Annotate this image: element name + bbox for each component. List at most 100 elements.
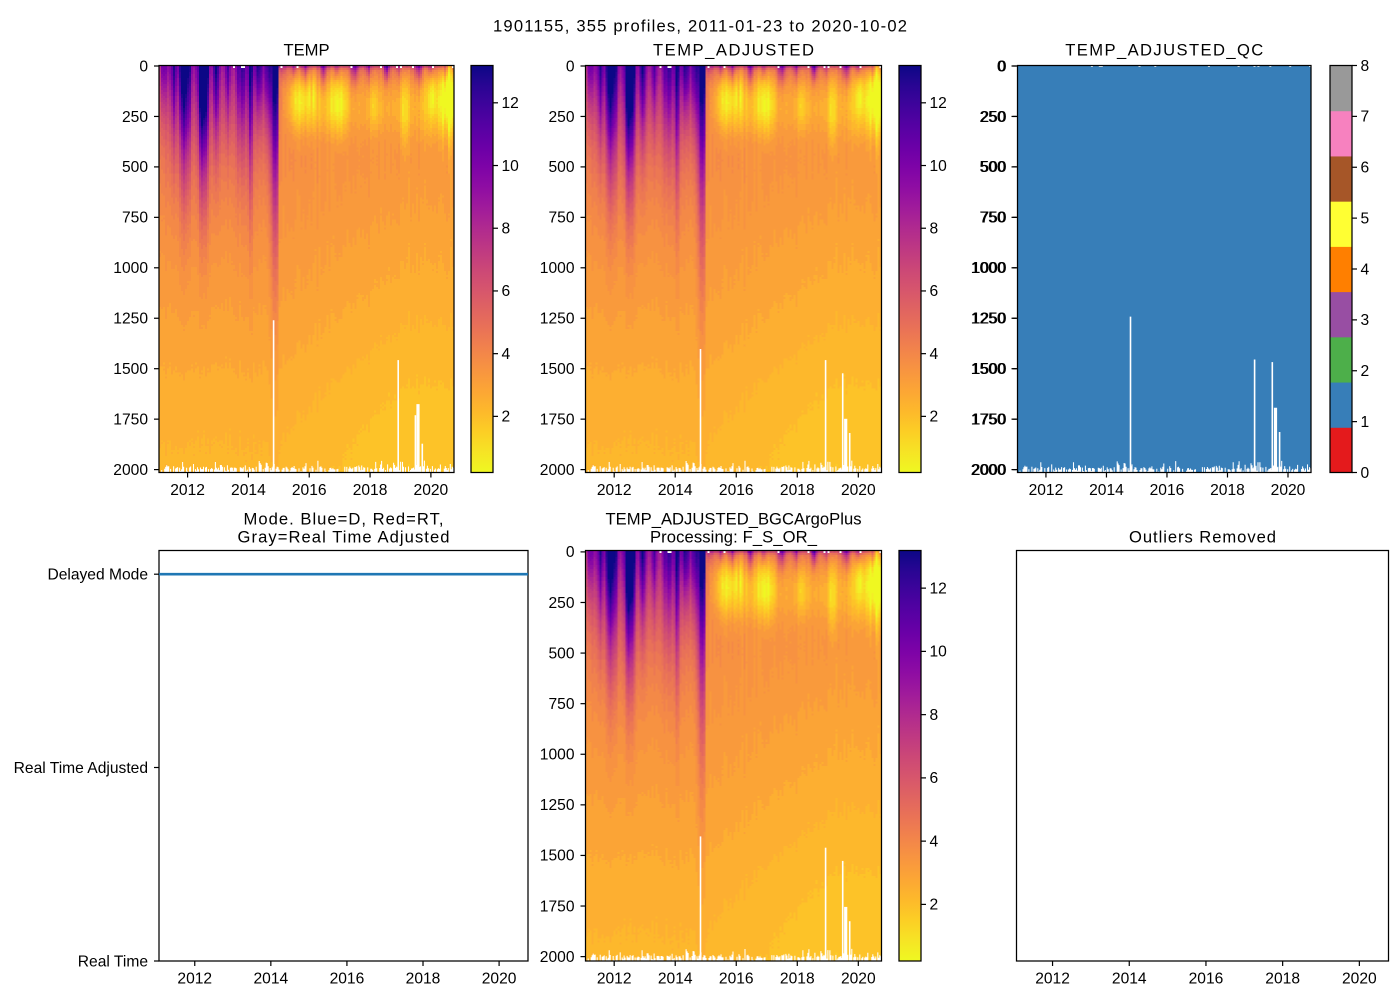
svg-text:1250: 1250 — [971, 311, 1006, 328]
svg-text:2014: 2014 — [658, 970, 693, 987]
svg-text:1: 1 — [1361, 414, 1370, 431]
svg-text:1250: 1250 — [540, 311, 575, 328]
svg-text:Gray=Real Time Adjusted: Gray=Real Time Adjusted — [238, 527, 450, 546]
svg-text:0: 0 — [997, 58, 1006, 75]
svg-text:Processing: F_S_OR_: Processing: F_S_OR_ — [650, 527, 818, 546]
svg-text:2020: 2020 — [841, 970, 876, 987]
svg-text:2016: 2016 — [719, 970, 754, 987]
svg-text:2000: 2000 — [540, 949, 575, 966]
svg-text:10: 10 — [502, 158, 520, 175]
svg-text:1901155, 355 profiles, 2011-01: 1901155, 355 profiles, 2011-01-23 to 202… — [493, 17, 907, 36]
svg-text:2014: 2014 — [253, 970, 288, 987]
svg-text:6: 6 — [1361, 160, 1370, 177]
svg-text:2000: 2000 — [540, 462, 575, 479]
svg-text:1750: 1750 — [540, 898, 575, 915]
svg-text:2020: 2020 — [414, 482, 449, 499]
svg-text:250: 250 — [979, 109, 1005, 126]
svg-text:12: 12 — [502, 95, 519, 112]
svg-text:250: 250 — [980, 109, 1006, 126]
svg-text:2000: 2000 — [113, 462, 148, 479]
svg-text:1250: 1250 — [540, 797, 575, 814]
svg-text:2000: 2000 — [971, 462, 1006, 479]
svg-text:2018: 2018 — [353, 482, 388, 499]
svg-text:1000: 1000 — [540, 260, 575, 277]
svg-text:2018: 2018 — [780, 970, 815, 987]
svg-text:1500: 1500 — [971, 361, 1006, 378]
svg-text:0: 0 — [998, 58, 1007, 75]
svg-text:0: 0 — [1361, 465, 1370, 482]
svg-text:8: 8 — [1361, 58, 1370, 75]
svg-text:2012: 2012 — [597, 970, 632, 987]
svg-text:2014: 2014 — [658, 482, 693, 499]
svg-text:1250: 1250 — [972, 311, 1007, 328]
svg-text:750: 750 — [980, 210, 1006, 227]
svg-text:1750: 1750 — [113, 411, 148, 428]
svg-text:2012: 2012 — [1029, 482, 1064, 499]
svg-text:250: 250 — [548, 109, 574, 126]
svg-text:10: 10 — [930, 158, 948, 175]
svg-text:TEMP: TEMP — [283, 41, 329, 60]
svg-text:750: 750 — [979, 210, 1005, 227]
svg-text:1000: 1000 — [971, 260, 1006, 277]
svg-text:6: 6 — [502, 283, 511, 300]
svg-text:500: 500 — [980, 159, 1006, 176]
svg-text:2: 2 — [930, 409, 939, 426]
svg-text:2016: 2016 — [1189, 970, 1224, 987]
svg-text:2014: 2014 — [231, 482, 266, 499]
svg-text:2012: 2012 — [1035, 970, 1070, 987]
svg-text:0: 0 — [566, 58, 575, 75]
svg-text:0: 0 — [139, 58, 148, 75]
svg-text:TEMP_ADJUSTED_BGCArgoPlus: TEMP_ADJUSTED_BGCArgoPlus — [606, 509, 862, 528]
svg-text:1500: 1500 — [540, 361, 575, 378]
svg-text:2018: 2018 — [406, 970, 441, 987]
svg-text:750: 750 — [122, 210, 148, 227]
svg-text:0: 0 — [566, 544, 575, 561]
svg-text:7: 7 — [1361, 109, 1370, 126]
svg-text:6: 6 — [930, 283, 939, 300]
svg-text:TEMP_ADJUSTED: TEMP_ADJUSTED — [653, 41, 814, 60]
svg-text:3: 3 — [1361, 312, 1370, 329]
svg-text:2020: 2020 — [482, 970, 517, 987]
svg-text:250: 250 — [122, 109, 148, 126]
svg-text:500: 500 — [548, 159, 574, 176]
svg-text:2018: 2018 — [1210, 482, 1245, 499]
svg-text:2020: 2020 — [1271, 482, 1306, 499]
svg-text:8: 8 — [930, 221, 939, 238]
svg-text:8: 8 — [930, 707, 939, 724]
svg-text:2016: 2016 — [330, 970, 365, 987]
svg-text:8: 8 — [502, 221, 511, 238]
svg-text:2: 2 — [1361, 363, 1370, 380]
svg-text:500: 500 — [122, 159, 148, 176]
svg-text:1250: 1250 — [113, 311, 148, 328]
svg-text:1500: 1500 — [113, 361, 148, 378]
svg-text:1000: 1000 — [972, 260, 1007, 277]
svg-text:2: 2 — [502, 409, 511, 426]
svg-text:1500: 1500 — [972, 361, 1007, 378]
svg-text:500: 500 — [979, 159, 1005, 176]
svg-text:TEMP_ADJUSTED_QC: TEMP_ADJUSTED_QC — [1065, 41, 1263, 60]
svg-text:Mode. Blue=D, Red=RT,: Mode. Blue=D, Red=RT, — [244, 509, 444, 528]
svg-text:1750: 1750 — [971, 411, 1006, 428]
svg-text:2016: 2016 — [1150, 482, 1185, 499]
svg-text:Delayed Mode: Delayed Mode — [47, 567, 148, 584]
svg-text:Outliers Removed: Outliers Removed — [1129, 527, 1276, 546]
svg-text:4: 4 — [930, 833, 939, 850]
svg-text:Real Time Adjusted: Real Time Adjusted — [14, 760, 148, 777]
svg-text:2012: 2012 — [170, 482, 205, 499]
svg-text:1750: 1750 — [972, 411, 1007, 428]
svg-text:750: 750 — [548, 696, 574, 713]
svg-text:6: 6 — [930, 770, 939, 787]
svg-text:4: 4 — [502, 346, 511, 363]
svg-text:2000: 2000 — [972, 462, 1007, 479]
svg-text:12: 12 — [930, 95, 947, 112]
svg-text:2012: 2012 — [177, 970, 212, 987]
svg-text:1000: 1000 — [113, 260, 148, 277]
svg-text:4: 4 — [930, 346, 939, 363]
svg-text:2014: 2014 — [1112, 970, 1147, 987]
svg-text:2018: 2018 — [780, 482, 815, 499]
svg-text:12: 12 — [930, 580, 947, 597]
svg-text:1500: 1500 — [540, 848, 575, 865]
svg-text:2014: 2014 — [1089, 482, 1124, 499]
svg-text:750: 750 — [548, 210, 574, 227]
svg-text:Real Time: Real Time — [78, 953, 148, 970]
